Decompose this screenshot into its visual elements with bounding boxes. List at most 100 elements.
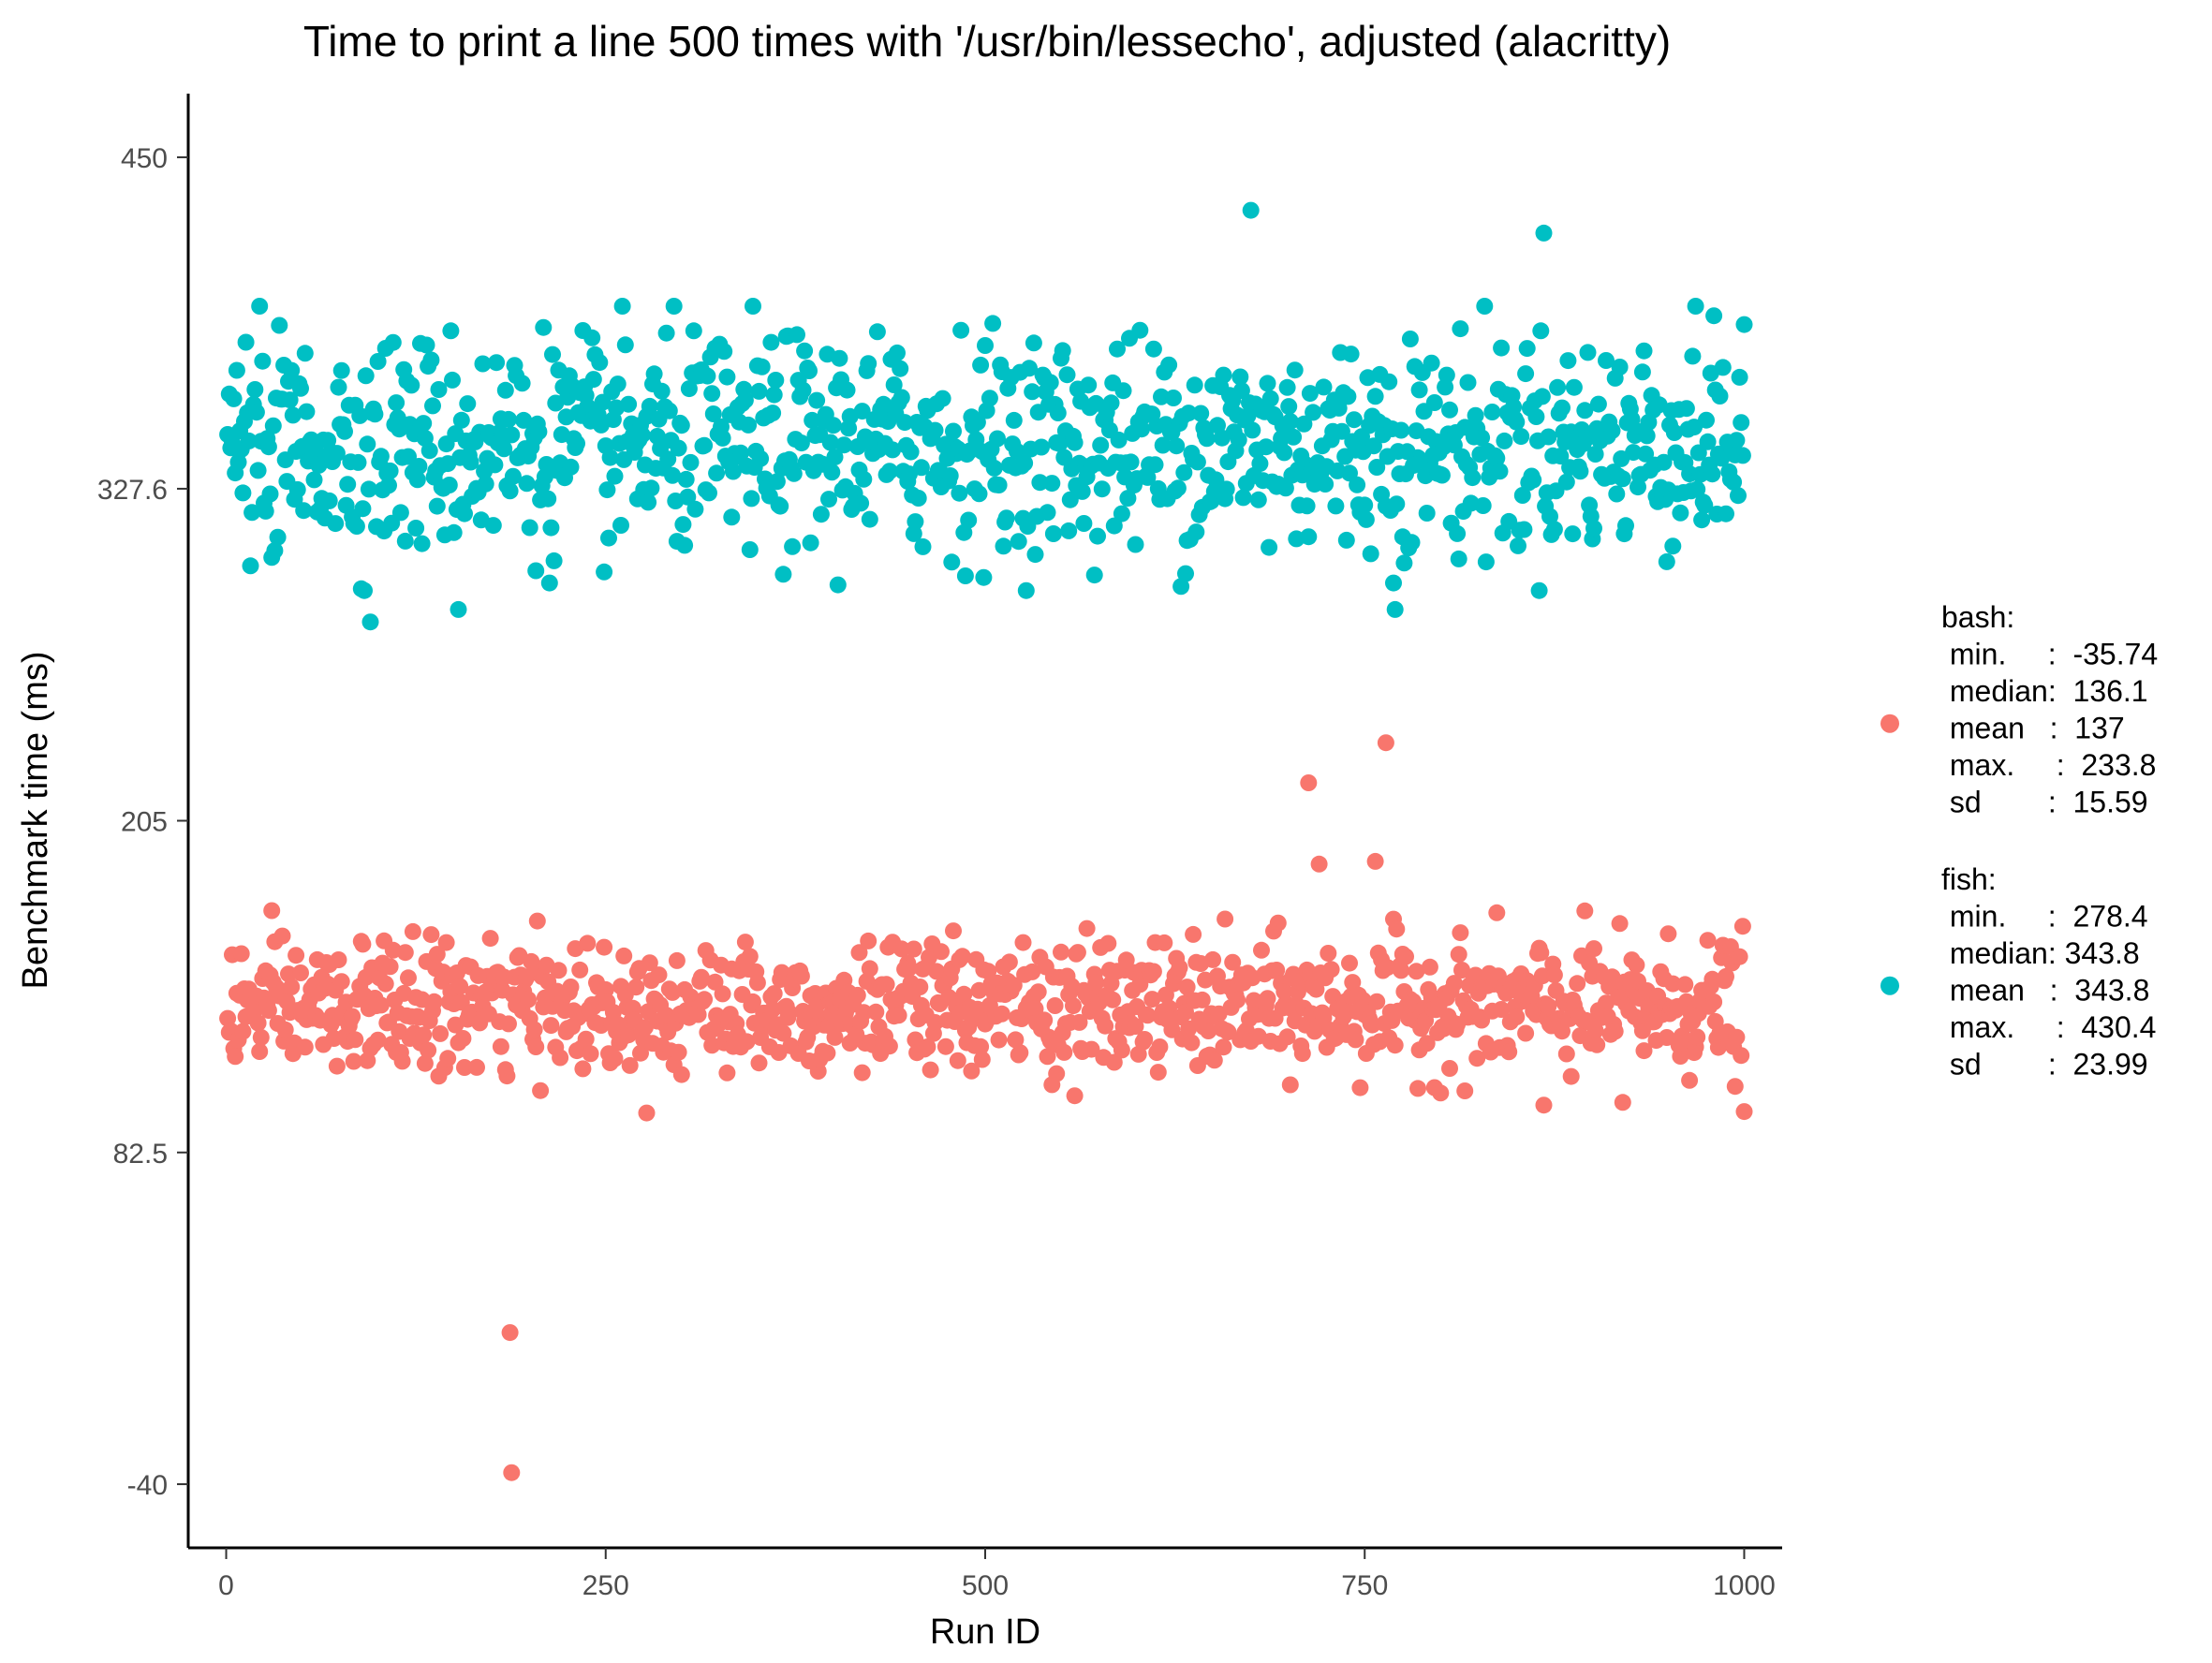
point-fish bbox=[672, 417, 690, 434]
point-bash bbox=[1136, 1031, 1154, 1048]
point-fish bbox=[1005, 411, 1023, 429]
point-bash bbox=[1200, 1023, 1217, 1039]
point-bash bbox=[1635, 1042, 1653, 1060]
point-fish bbox=[1259, 375, 1276, 392]
point-fish bbox=[247, 404, 265, 421]
point-fish bbox=[995, 537, 1012, 555]
point-fish bbox=[1450, 550, 1467, 567]
point-fish bbox=[486, 456, 504, 474]
point-fish bbox=[1044, 525, 1062, 542]
legend-text-fish: median: 343.8 bbox=[1941, 936, 2140, 970]
point-fish bbox=[1608, 485, 1626, 503]
point-fish bbox=[477, 475, 494, 493]
point-fish bbox=[1249, 491, 1267, 508]
point-bash bbox=[1217, 910, 1234, 928]
point-fish bbox=[1168, 437, 1186, 455]
point-bash bbox=[1171, 959, 1188, 977]
point-fish bbox=[679, 488, 697, 506]
point-bash bbox=[860, 932, 877, 949]
point-bash bbox=[672, 1066, 690, 1083]
legend-text-bash: median: 136.1 bbox=[1941, 674, 2148, 708]
point-fish bbox=[349, 453, 367, 471]
point-fish bbox=[1342, 346, 1360, 363]
point-fish bbox=[562, 458, 580, 476]
point-fish bbox=[820, 491, 837, 508]
y-tick-label: -40 bbox=[127, 1470, 168, 1501]
point-fish bbox=[1356, 496, 1374, 514]
point-fish bbox=[1515, 521, 1533, 538]
point-fish bbox=[1073, 482, 1091, 500]
x-ticks: 0 250 500 750 1000 bbox=[218, 1548, 1776, 1601]
point-fish bbox=[1330, 399, 1348, 417]
point-bash bbox=[861, 960, 878, 978]
point-bash bbox=[1500, 1043, 1518, 1061]
point-fish bbox=[257, 502, 274, 520]
point-bash bbox=[1664, 975, 1682, 993]
point-bash bbox=[955, 985, 973, 1003]
point-fish bbox=[1433, 466, 1451, 484]
point-fish bbox=[1276, 479, 1294, 497]
point-fish bbox=[682, 453, 700, 471]
point-fish bbox=[359, 435, 376, 453]
point-bash bbox=[670, 1043, 687, 1061]
point-fish bbox=[530, 423, 548, 440]
point-bash bbox=[296, 1038, 314, 1056]
point-bash bbox=[1351, 1079, 1369, 1096]
point-bash-outlier bbox=[1614, 1094, 1631, 1111]
point-fish bbox=[410, 458, 428, 475]
point-bash bbox=[283, 979, 301, 995]
y-tick-label: 82.5 bbox=[113, 1139, 168, 1170]
point-bash bbox=[1441, 1060, 1458, 1077]
point-bash bbox=[1070, 1013, 1088, 1031]
point-fish bbox=[1058, 366, 1076, 384]
point-bash bbox=[808, 996, 826, 1014]
point-fish bbox=[1598, 352, 1615, 369]
point-bash bbox=[1445, 975, 1463, 993]
point-fish bbox=[1441, 401, 1458, 419]
point-fish bbox=[400, 448, 417, 465]
point-bash bbox=[232, 945, 250, 963]
point-fish bbox=[1345, 411, 1363, 429]
point-fish bbox=[1043, 475, 1061, 493]
point-fish bbox=[1261, 538, 1278, 556]
point-bash bbox=[933, 943, 950, 961]
point-fish bbox=[1317, 476, 1335, 493]
point-bash bbox=[1007, 1031, 1025, 1049]
point-bash bbox=[738, 1033, 756, 1051]
point-bash bbox=[867, 1003, 885, 1021]
point-bash bbox=[527, 1038, 545, 1055]
point-fish bbox=[914, 537, 932, 555]
point-bash bbox=[848, 986, 866, 1004]
point-bash-outlier bbox=[1310, 855, 1328, 873]
point-fish bbox=[1075, 515, 1093, 532]
point-bash bbox=[273, 927, 291, 945]
point-fish bbox=[868, 323, 886, 341]
point-fish bbox=[718, 368, 736, 386]
point-fish bbox=[612, 517, 629, 534]
point-bash bbox=[1029, 983, 1047, 1001]
point-fish bbox=[415, 415, 433, 433]
point-bash bbox=[1320, 945, 1337, 962]
point-fish bbox=[249, 462, 267, 479]
point-bash bbox=[452, 993, 470, 1011]
point-bash bbox=[928, 963, 946, 980]
point-fish bbox=[1380, 373, 1398, 390]
point-fish bbox=[1089, 527, 1106, 545]
point-fish bbox=[1512, 428, 1530, 446]
point-fish bbox=[1464, 469, 1482, 487]
point-bash bbox=[288, 947, 305, 964]
point-bash-outlier bbox=[501, 1324, 519, 1342]
point-fish bbox=[1186, 376, 1203, 394]
point-fish bbox=[459, 395, 477, 413]
point-bash bbox=[498, 1067, 516, 1085]
point-fish bbox=[977, 337, 994, 354]
point-fish bbox=[1172, 578, 1190, 596]
point-bash bbox=[1143, 991, 1161, 1008]
point-fish bbox=[237, 333, 255, 351]
point-bash bbox=[1611, 915, 1629, 933]
point-bash bbox=[344, 1008, 361, 1025]
point-bash-outlier bbox=[503, 1464, 521, 1481]
point-fish bbox=[685, 322, 702, 340]
point-fish bbox=[1016, 454, 1034, 472]
point-fish bbox=[357, 367, 375, 385]
